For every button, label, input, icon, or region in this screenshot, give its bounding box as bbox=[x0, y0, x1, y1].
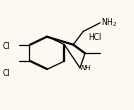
Text: Cl: Cl bbox=[3, 42, 10, 51]
Text: Cl: Cl bbox=[3, 69, 10, 78]
Text: NH$_2$: NH$_2$ bbox=[101, 16, 118, 29]
Text: NH: NH bbox=[81, 65, 92, 71]
Text: HCl: HCl bbox=[88, 33, 102, 42]
